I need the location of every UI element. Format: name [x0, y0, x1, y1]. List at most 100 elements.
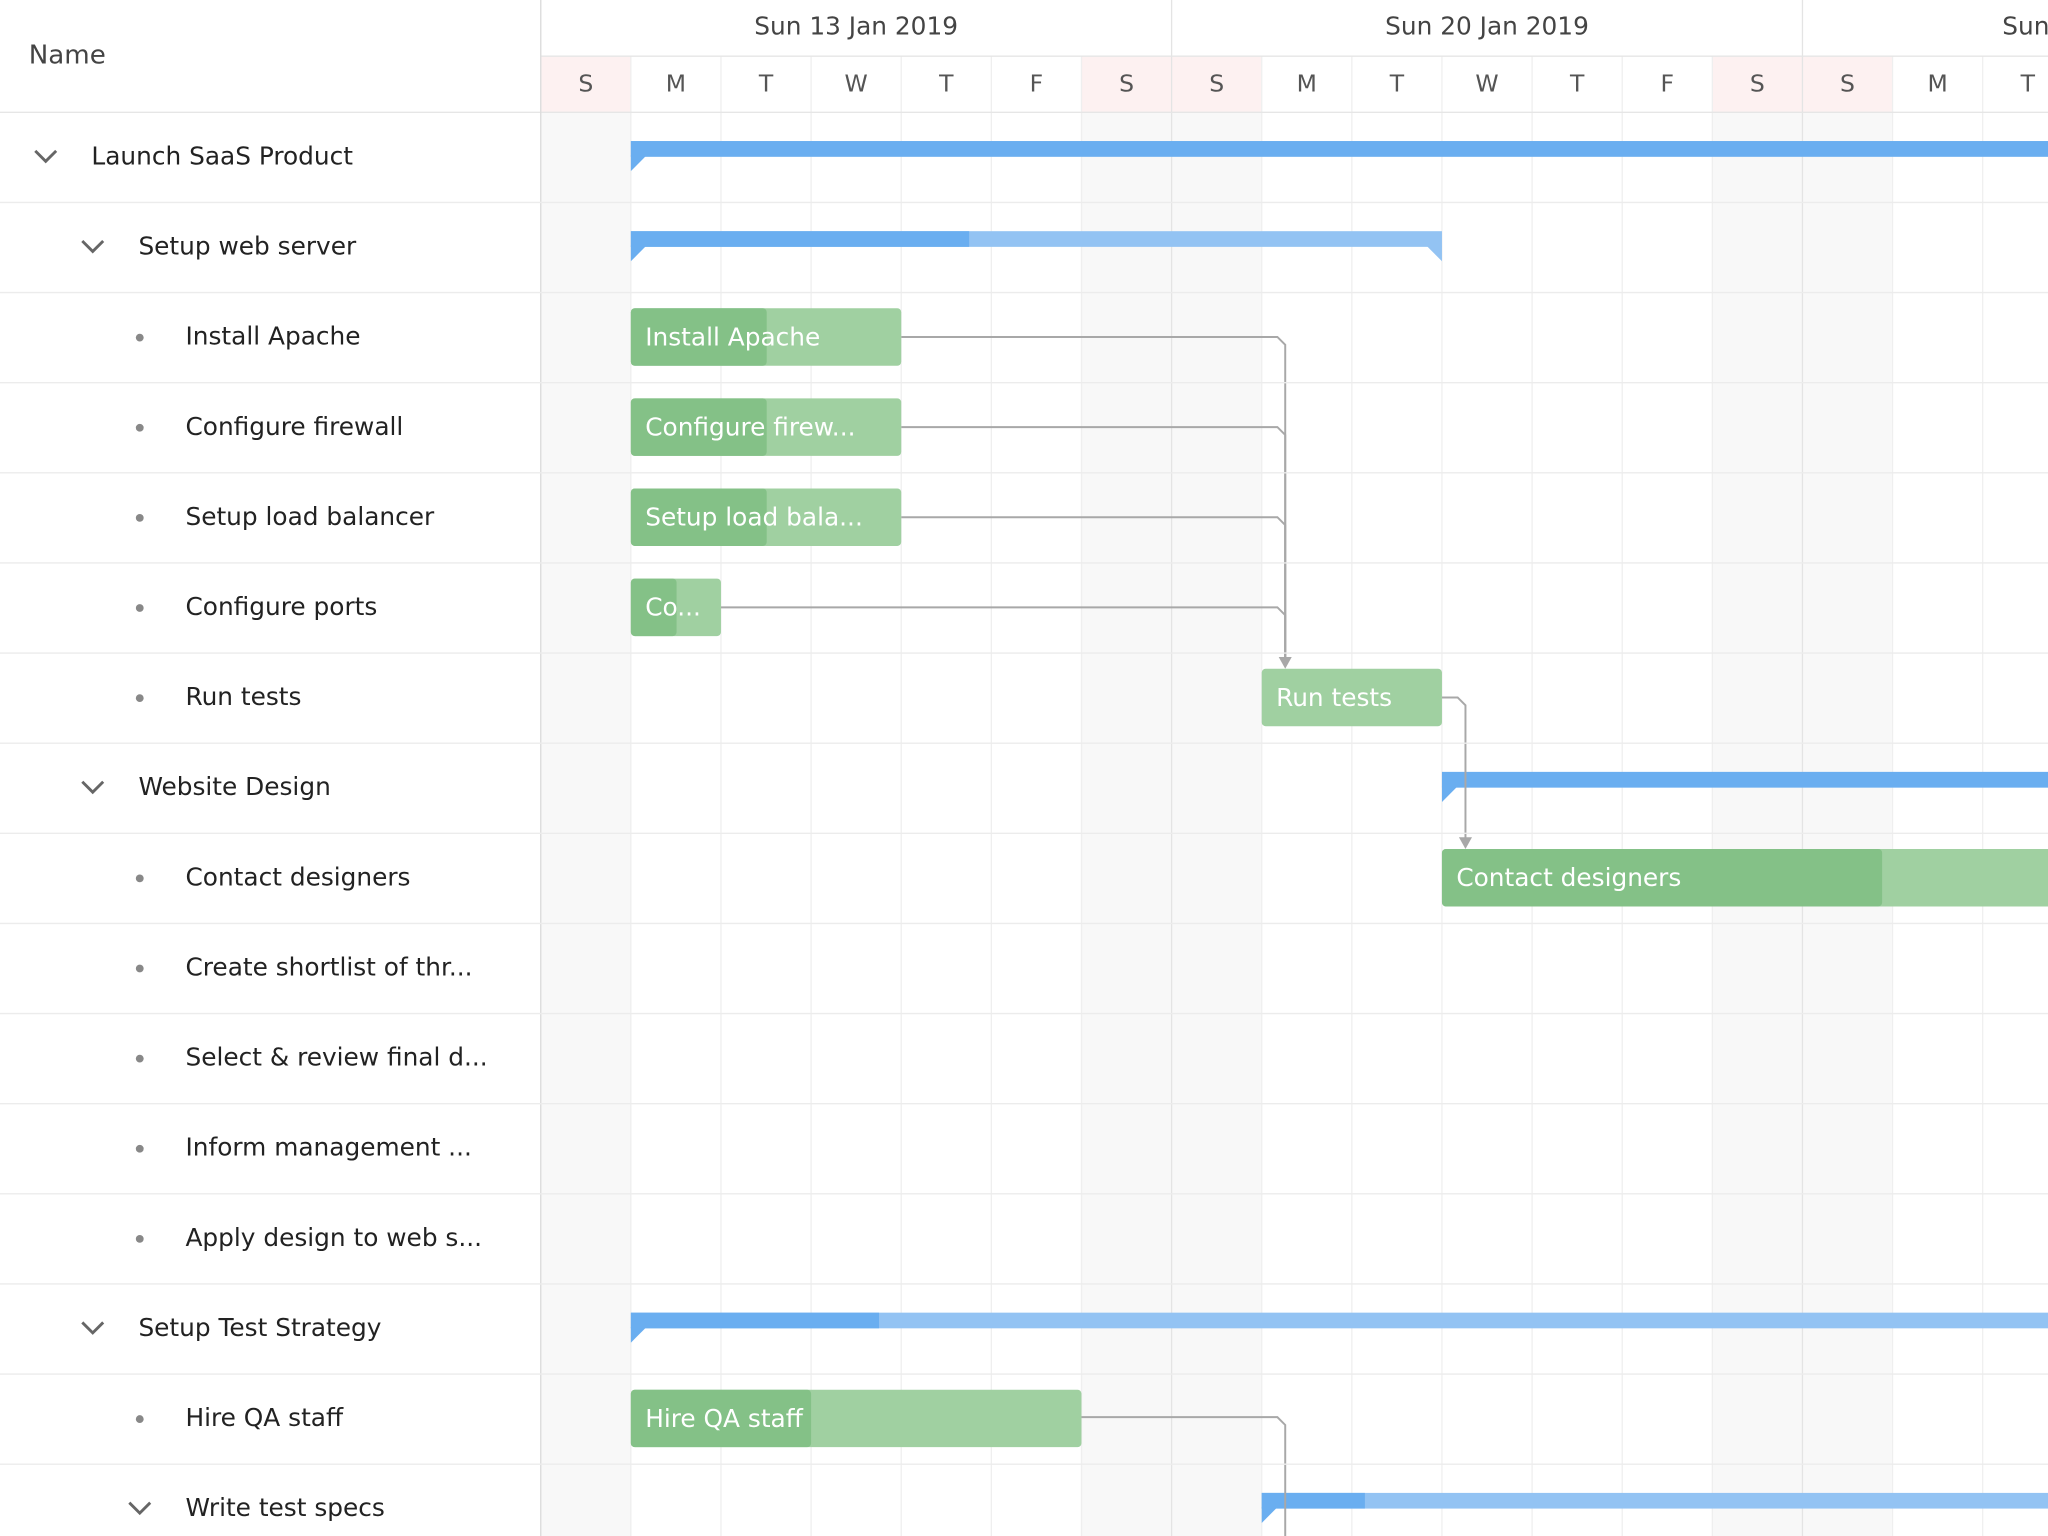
- weekend-column: [1802, 112, 1893, 1536]
- weekend-header: [1171, 56, 1262, 113]
- dependency: [1441, 696, 1467, 839]
- weekend-column: [1081, 112, 1172, 1536]
- task-label: Configure firew...: [645, 412, 855, 441]
- bullet: [135, 694, 144, 703]
- weekend-header: [1712, 56, 1803, 113]
- weekend-column: [1712, 112, 1803, 1536]
- row-name[interactable]: Configure ports: [185, 592, 377, 621]
- task-progress: [630, 488, 767, 546]
- day-label: S: [1840, 69, 1855, 97]
- row-name[interactable]: Launch SaaS Product: [91, 141, 353, 170]
- task-label: Hire QA staff: [645, 1404, 804, 1433]
- row-name[interactable]: Website Design: [138, 772, 330, 801]
- bullet: [135, 513, 144, 522]
- day-label: W: [845, 69, 868, 97]
- task-progress: [1441, 848, 1883, 907]
- weekend-header: [1081, 56, 1172, 113]
- dependency: [901, 516, 1287, 659]
- dependency: [1081, 1416, 1287, 1536]
- day-label: M: [666, 69, 686, 97]
- summary-cap: [630, 155, 647, 172]
- day-label: T: [2020, 69, 2036, 97]
- task-label: Install Apache: [645, 322, 820, 351]
- weekend-column: [1171, 112, 1262, 1536]
- day-label: M: [1927, 69, 1947, 97]
- day-label: S: [578, 69, 593, 97]
- summary-cap: [1441, 786, 1458, 802]
- summary-progress: [1441, 771, 2048, 788]
- bullet: [135, 964, 144, 973]
- summary-progress: [1261, 1492, 1365, 1509]
- expand-chevron[interactable]: [81, 239, 105, 254]
- task-progress: [630, 578, 677, 637]
- dependency-arrow: [1458, 837, 1472, 849]
- day-label: T: [1569, 69, 1585, 97]
- dependency-arrow: [1278, 656, 1292, 669]
- day-label: F: [1030, 69, 1044, 97]
- task-bar[interactable]: [1261, 668, 1442, 727]
- row-name[interactable]: Setup load balancer: [185, 502, 435, 531]
- bullet: [135, 1415, 144, 1424]
- day-label: W: [1475, 69, 1498, 97]
- bullet: [135, 604, 144, 612]
- week-label: Sun 13 Jan 2019: [754, 11, 958, 40]
- row-name[interactable]: Run tests: [185, 682, 301, 711]
- summary-progress: [630, 141, 2048, 157]
- timeline: S M T W T F S S M T W T F S S M T Sun 13 Jan 2019 Sun 20 J…: [540, 0, 2048, 1536]
- row-name[interactable]: Create shortlist of thr...: [185, 952, 472, 981]
- summary-cap: [630, 1327, 647, 1343]
- weekend-header: [1802, 56, 1893, 113]
- expand-chevron[interactable]: [81, 1321, 105, 1335]
- row-name[interactable]: Hire QA staff: [185, 1403, 344, 1432]
- bullet: [135, 874, 144, 883]
- task-label: Run tests: [1276, 683, 1392, 712]
- row-name[interactable]: Write test specs: [185, 1493, 384, 1522]
- bullet: [135, 423, 144, 432]
- column-header[interactable]: Name: [29, 41, 106, 71]
- row-name[interactable]: Setup Test Strategy: [138, 1313, 381, 1342]
- summary-bar: [1261, 1492, 2048, 1509]
- expand-chevron[interactable]: [81, 780, 105, 795]
- summary-bar: [630, 1312, 2048, 1329]
- bullet: [135, 333, 144, 342]
- day-label: T: [938, 69, 954, 97]
- day-label: M: [1297, 69, 1317, 97]
- day-label: T: [1389, 69, 1405, 97]
- bullet: [135, 1144, 144, 1153]
- day-label: S: [1750, 69, 1765, 97]
- row-name[interactable]: Contact designers: [185, 862, 410, 891]
- task-progress: [630, 1389, 812, 1448]
- week-label: Sun 20 Jan 2019: [1385, 11, 1589, 40]
- day-label: S: [1209, 69, 1224, 97]
- bullet: [135, 1054, 144, 1063]
- row-name[interactable]: Configure firewall: [185, 412, 403, 441]
- day-label: F: [1660, 69, 1674, 97]
- task-label: Co...: [645, 593, 701, 622]
- summary-cap: [1261, 1507, 1278, 1523]
- week-label: Sun 27 Jan 2019: [2002, 11, 2048, 40]
- weekend-column: [540, 112, 631, 1536]
- summary-progress: [630, 1312, 880, 1329]
- tree-panel: Name Launch SaaS Product Setup web server…: [0, 0, 541, 1536]
- summary-cap: [1426, 245, 1442, 262]
- panel-bg: [0, 0, 541, 1536]
- expand-chevron[interactable]: [34, 149, 58, 164]
- weekend-header: [540, 56, 631, 113]
- row-name[interactable]: Apply design to web s...: [185, 1223, 482, 1252]
- summary-cap: [630, 245, 647, 262]
- task-label: Contact designers: [1456, 863, 1681, 892]
- row-name[interactable]: Inform management ...: [185, 1133, 471, 1162]
- row-name[interactable]: Select & review final d...: [185, 1043, 487, 1072]
- day-label: S: [1119, 69, 1134, 97]
- summary-progress: [630, 231, 970, 247]
- row-name[interactable]: Install Apache: [185, 322, 360, 351]
- bullet: [135, 1234, 144, 1243]
- dependency: [720, 606, 1287, 659]
- task-progress: [630, 308, 767, 366]
- expand-chevron[interactable]: [128, 1501, 152, 1516]
- task-progress: [630, 398, 767, 456]
- row-name[interactable]: Setup web server: [138, 232, 357, 261]
- day-label: T: [758, 69, 774, 97]
